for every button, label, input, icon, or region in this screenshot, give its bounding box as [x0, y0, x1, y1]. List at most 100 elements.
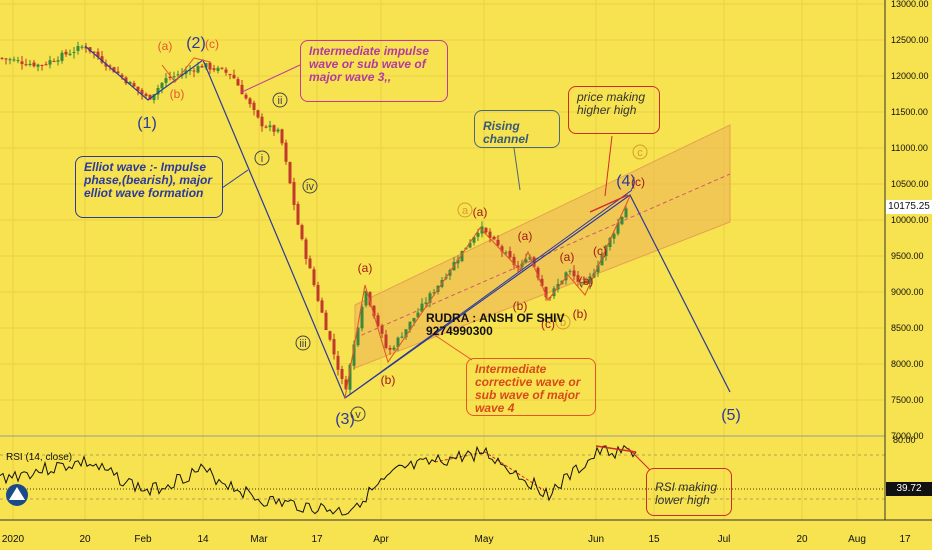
candle-body	[276, 129, 280, 132]
candle-body	[344, 379, 348, 390]
candle-body	[624, 208, 628, 218]
wave-label: (5)	[721, 407, 741, 424]
candle-body	[620, 216, 624, 225]
price-tick-label: 9000.00	[891, 287, 924, 297]
candle-body	[152, 94, 156, 101]
wave-label: (b)	[381, 373, 396, 387]
candle-body	[200, 65, 204, 68]
candle-body	[316, 284, 320, 301]
candle-body	[412, 317, 416, 322]
candle-body	[32, 62, 36, 67]
candle-body	[252, 102, 256, 110]
price-tick-label: 11000.00	[891, 143, 928, 153]
candle-body	[64, 51, 68, 55]
candle-body	[224, 69, 228, 73]
candle-body	[136, 86, 140, 91]
wave-label: v	[355, 409, 361, 421]
candle-body	[236, 79, 240, 86]
wave-label: (4)	[616, 173, 636, 190]
candle-body	[496, 239, 500, 246]
candle-body	[212, 68, 216, 71]
candle-body	[300, 225, 304, 240]
candle-body	[228, 74, 232, 76]
price-tick-label: 12000.00	[891, 71, 929, 81]
candle-body	[12, 59, 16, 61]
candle-body	[540, 278, 544, 286]
candle-body	[88, 47, 92, 52]
x-tick-label: 20	[79, 534, 91, 545]
channel-midline	[354, 173, 731, 339]
candle-body	[488, 231, 492, 238]
price-tick-label: 7500.00	[891, 395, 924, 405]
wave-label: (b)	[573, 307, 588, 321]
wave-label: (c)	[205, 37, 219, 51]
wave-label: iii	[299, 338, 306, 350]
candle-body	[416, 312, 420, 318]
candle-body	[176, 74, 180, 76]
x-tick-label: 15	[648, 534, 660, 545]
candle-body	[116, 71, 120, 74]
x-tick-label: 20	[796, 534, 808, 545]
wave-label: (3)	[335, 411, 355, 428]
candle-body	[44, 64, 48, 66]
candle-body	[500, 246, 504, 252]
elliot-note-box: Elliot wave :- Impulse phase,(bearish), …	[75, 156, 223, 218]
x-tick-label: 2020	[2, 534, 25, 545]
candle-body	[364, 291, 368, 306]
candle-body	[532, 257, 536, 267]
candle-body	[360, 306, 364, 329]
candle-body	[384, 334, 388, 348]
price-tick-label: 7000.00	[891, 431, 924, 441]
candle-body	[260, 116, 264, 127]
candle-body	[268, 125, 272, 128]
candle-body	[604, 245, 608, 257]
candle-body	[512, 256, 516, 265]
price-tick-label: 10000.00	[891, 215, 929, 225]
wave-label: c	[637, 147, 643, 159]
candle-body	[204, 63, 208, 68]
candle-body	[408, 321, 412, 330]
candle-body	[392, 347, 396, 350]
higher-high-box: price making higher high	[568, 86, 660, 134]
candle-body	[92, 51, 96, 53]
price-tick-label: 8500.00	[891, 323, 924, 333]
rsi-note: RSI making lower high	[655, 480, 718, 507]
candle-body	[456, 259, 460, 264]
author-phone: 9274990300	[426, 324, 493, 338]
candle-body	[140, 90, 144, 95]
rsi-wave-line	[434, 451, 549, 494]
candle-body	[208, 62, 212, 70]
price-tick-label: 9500.00	[891, 251, 924, 261]
price-tick-label: 13000.00	[891, 0, 929, 9]
candle-body	[160, 82, 164, 89]
candle-body	[400, 336, 404, 338]
price-tick-label: 8000.00	[891, 359, 924, 369]
candle-body	[72, 52, 76, 54]
candle-body	[112, 67, 116, 73]
candle-body	[304, 239, 308, 259]
candle-body	[472, 237, 476, 243]
wave-label: a	[462, 205, 469, 217]
rsi-line	[0, 444, 637, 516]
wave-label: (a)	[518, 229, 533, 243]
candle-body	[468, 242, 472, 248]
candle-body	[340, 369, 344, 379]
wave-label: iv	[306, 181, 314, 193]
author-name: RUDRA : ANSH OF SHIV	[426, 311, 565, 325]
candle-body	[612, 233, 616, 239]
candle-body	[132, 83, 136, 87]
x-tick-label: 14	[197, 534, 209, 545]
candle-body	[28, 63, 32, 65]
candle-body	[20, 61, 24, 65]
candle-body	[280, 129, 284, 144]
candle-body	[196, 66, 200, 73]
candle-body	[348, 364, 352, 390]
candle-body	[216, 67, 220, 71]
candle-body	[256, 110, 260, 118]
candle-body	[356, 327, 360, 346]
x-tick-label: 17	[899, 534, 911, 545]
channel-note: Rising channel	[483, 119, 529, 146]
wave-label: (a)	[473, 205, 488, 219]
